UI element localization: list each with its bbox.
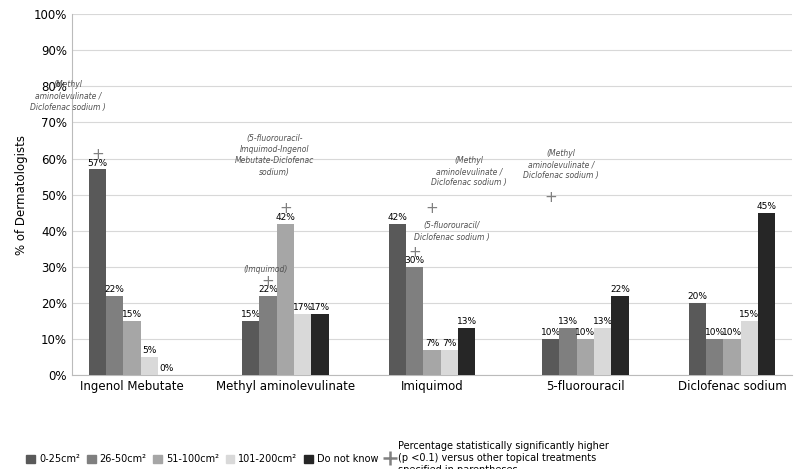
Text: (Imquimod): (Imquimod) (243, 265, 287, 274)
Text: +: + (426, 201, 438, 216)
Bar (259, 296, 277, 375)
Text: 22%: 22% (258, 285, 278, 294)
Text: 10%: 10% (705, 328, 725, 337)
Bar (423, 350, 441, 375)
Legend: 0-25cm², 26-50cm², 51-100cm², 101-200cm², Do not know, Percentage statistically : 0-25cm², 26-50cm², 51-100cm², 101-200cm²… (26, 441, 609, 469)
Bar (723, 339, 741, 375)
Text: 0%: 0% (159, 364, 174, 373)
Text: +: + (544, 190, 557, 205)
Bar (441, 350, 458, 375)
Bar (89, 169, 106, 375)
Text: +: + (279, 201, 292, 216)
Bar (141, 357, 158, 375)
Text: +: + (262, 273, 274, 288)
Text: 22%: 22% (105, 285, 125, 294)
Bar (689, 303, 706, 375)
Text: (5-fluorouracil-
Imquimod-Ingenol
Mebutate-Diclofenac
sodium): (5-fluorouracil- Imquimod-Ingenol Mebuta… (235, 134, 314, 177)
Text: 13%: 13% (457, 318, 477, 326)
Bar (389, 224, 406, 375)
Bar (611, 296, 629, 375)
Text: 5%: 5% (142, 346, 157, 356)
Bar (242, 321, 259, 375)
Bar (559, 328, 577, 375)
Text: 42%: 42% (387, 213, 407, 222)
Text: 15%: 15% (122, 310, 142, 319)
Bar (123, 321, 141, 375)
Text: (Methyl
aminolevulinate /
Diclofenac sodium ): (Methyl aminolevulinate / Diclofenac sod… (523, 149, 599, 180)
Bar (311, 314, 329, 375)
Bar (741, 321, 758, 375)
Text: 7%: 7% (425, 339, 439, 348)
Bar (294, 314, 311, 375)
Bar (577, 339, 594, 375)
Text: 10%: 10% (575, 328, 595, 337)
Text: 13%: 13% (593, 318, 613, 326)
Text: 13%: 13% (558, 318, 578, 326)
Bar (277, 224, 294, 375)
Y-axis label: % of Dermatologists: % of Dermatologists (15, 135, 28, 255)
Text: 20%: 20% (687, 292, 707, 301)
Bar (458, 328, 475, 375)
Bar (594, 328, 611, 375)
Text: 17%: 17% (310, 303, 330, 312)
Bar (706, 339, 723, 375)
Bar (758, 213, 775, 375)
Text: 22%: 22% (610, 285, 630, 294)
Text: 10%: 10% (722, 328, 742, 337)
Text: 10%: 10% (541, 328, 561, 337)
Text: 15%: 15% (241, 310, 261, 319)
Text: 45%: 45% (757, 202, 777, 211)
Bar (542, 339, 559, 375)
Text: 42%: 42% (275, 213, 295, 222)
Text: 7%: 7% (442, 339, 457, 348)
Text: 17%: 17% (293, 303, 313, 312)
Text: +: + (408, 245, 421, 260)
Text: (5-fluorouracil/
Diclofenac sodium ): (5-fluorouracil/ Diclofenac sodium ) (414, 221, 490, 242)
Text: 30%: 30% (405, 256, 425, 265)
Text: (Methyl
aminolevulinate /
Diclofenac sodium ): (Methyl aminolevulinate / Diclofenac sod… (30, 80, 106, 112)
Text: 15%: 15% (739, 310, 759, 319)
Text: (Methyl
aminolevulinate /
Diclofenac sodium ): (Methyl aminolevulinate / Diclofenac sod… (431, 156, 507, 188)
Text: +: + (91, 147, 104, 162)
Bar (406, 267, 423, 375)
Bar (106, 296, 123, 375)
Text: 57%: 57% (87, 159, 107, 167)
